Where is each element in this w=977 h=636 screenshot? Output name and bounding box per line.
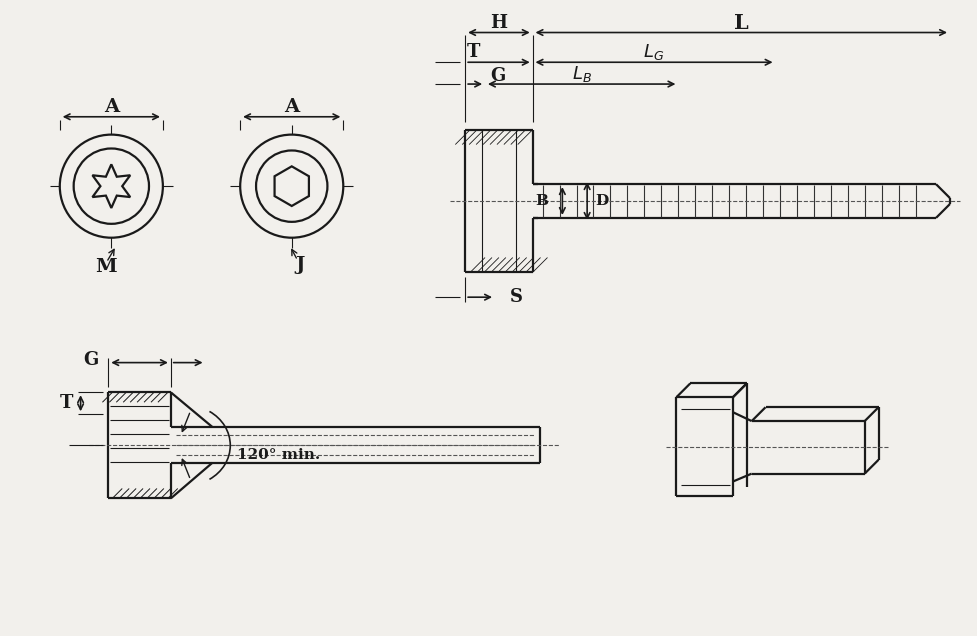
Text: A: A — [284, 98, 299, 116]
Circle shape — [240, 135, 343, 238]
Text: G: G — [83, 350, 99, 369]
Polygon shape — [93, 164, 130, 208]
Circle shape — [256, 151, 327, 222]
Text: D: D — [594, 194, 608, 208]
Text: B: B — [535, 194, 548, 208]
Polygon shape — [275, 167, 309, 206]
Text: 120° min.: 120° min. — [237, 448, 320, 462]
Text: L: L — [733, 13, 747, 32]
Text: $L_B$: $L_B$ — [572, 64, 591, 84]
Circle shape — [60, 135, 163, 238]
Text: J: J — [295, 256, 304, 275]
Text: M: M — [96, 258, 117, 277]
Circle shape — [73, 148, 149, 224]
Text: S: S — [509, 288, 523, 306]
Text: A: A — [104, 98, 119, 116]
Text: H: H — [489, 13, 507, 32]
Text: T: T — [60, 394, 72, 412]
Text: G: G — [489, 67, 505, 85]
Text: $L_G$: $L_G$ — [643, 43, 664, 62]
Text: T: T — [466, 43, 480, 61]
